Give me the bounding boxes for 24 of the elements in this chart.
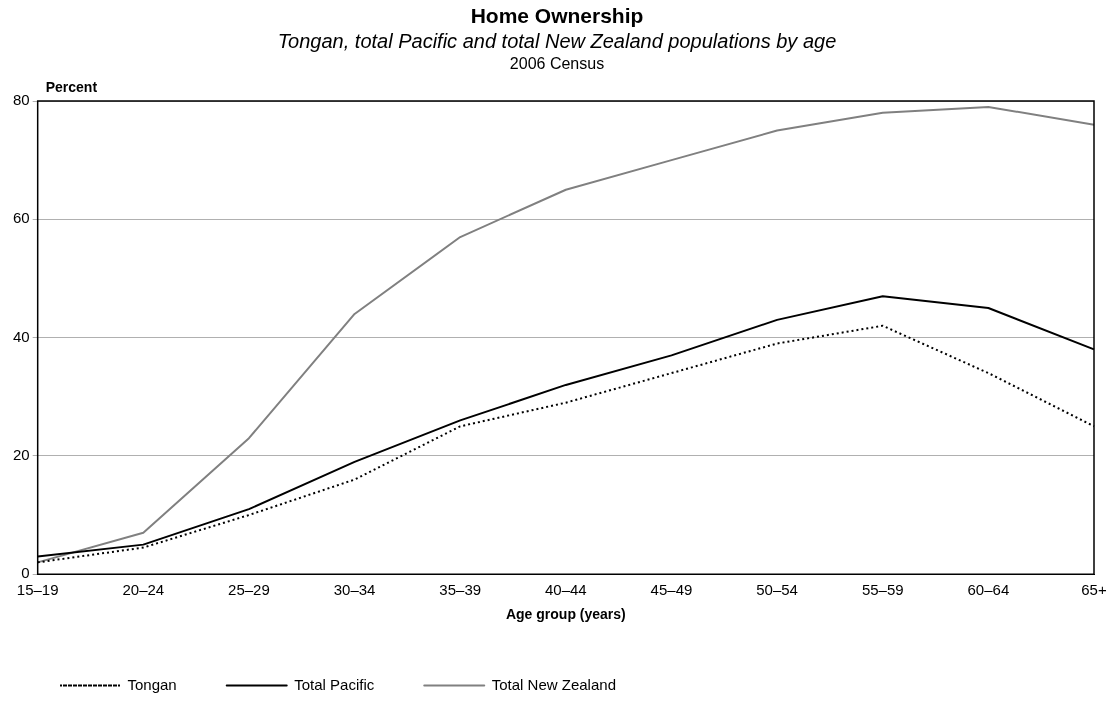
- x-tick-label: 35–39: [439, 581, 482, 599]
- x-tick-label: 30–34: [333, 581, 376, 599]
- legend-label: Tongan: [127, 675, 177, 693]
- x-tick-label: 65+: [1081, 581, 1107, 599]
- x-tick-label: 60–64: [967, 581, 1010, 599]
- chart-title: Home Ownership: [469, 3, 645, 28]
- y-tick-label: 20: [13, 446, 30, 464]
- y-tick-label: 60: [13, 209, 30, 227]
- y-tick-label: 40: [13, 327, 30, 345]
- y-axis-title: Percent: [45, 78, 98, 95]
- x-tick-label: 25–29: [228, 581, 270, 599]
- text: 2006 Census: [508, 55, 606, 73]
- y-tick-label: 0: [21, 564, 30, 582]
- x-tick-label: 40–44: [544, 581, 587, 599]
- x-tick-label: 55–59: [861, 581, 904, 599]
- y-tick-label: 80: [13, 91, 30, 109]
- chart-subtitle: Tongan, total Pacific and total New Zealand populations by age: [276, 30, 838, 53]
- x-axis-title: Age group (years): [505, 606, 626, 623]
- x-tick-label: 15–19: [16, 581, 59, 599]
- x-tick-label: 45–49: [650, 581, 693, 599]
- x-tick-label: 20–24: [122, 581, 165, 599]
- legend-label: Total New Zealand: [491, 675, 616, 693]
- x-tick-label: 50–54: [756, 581, 798, 599]
- legend-label: Total Pacific: [294, 675, 375, 693]
